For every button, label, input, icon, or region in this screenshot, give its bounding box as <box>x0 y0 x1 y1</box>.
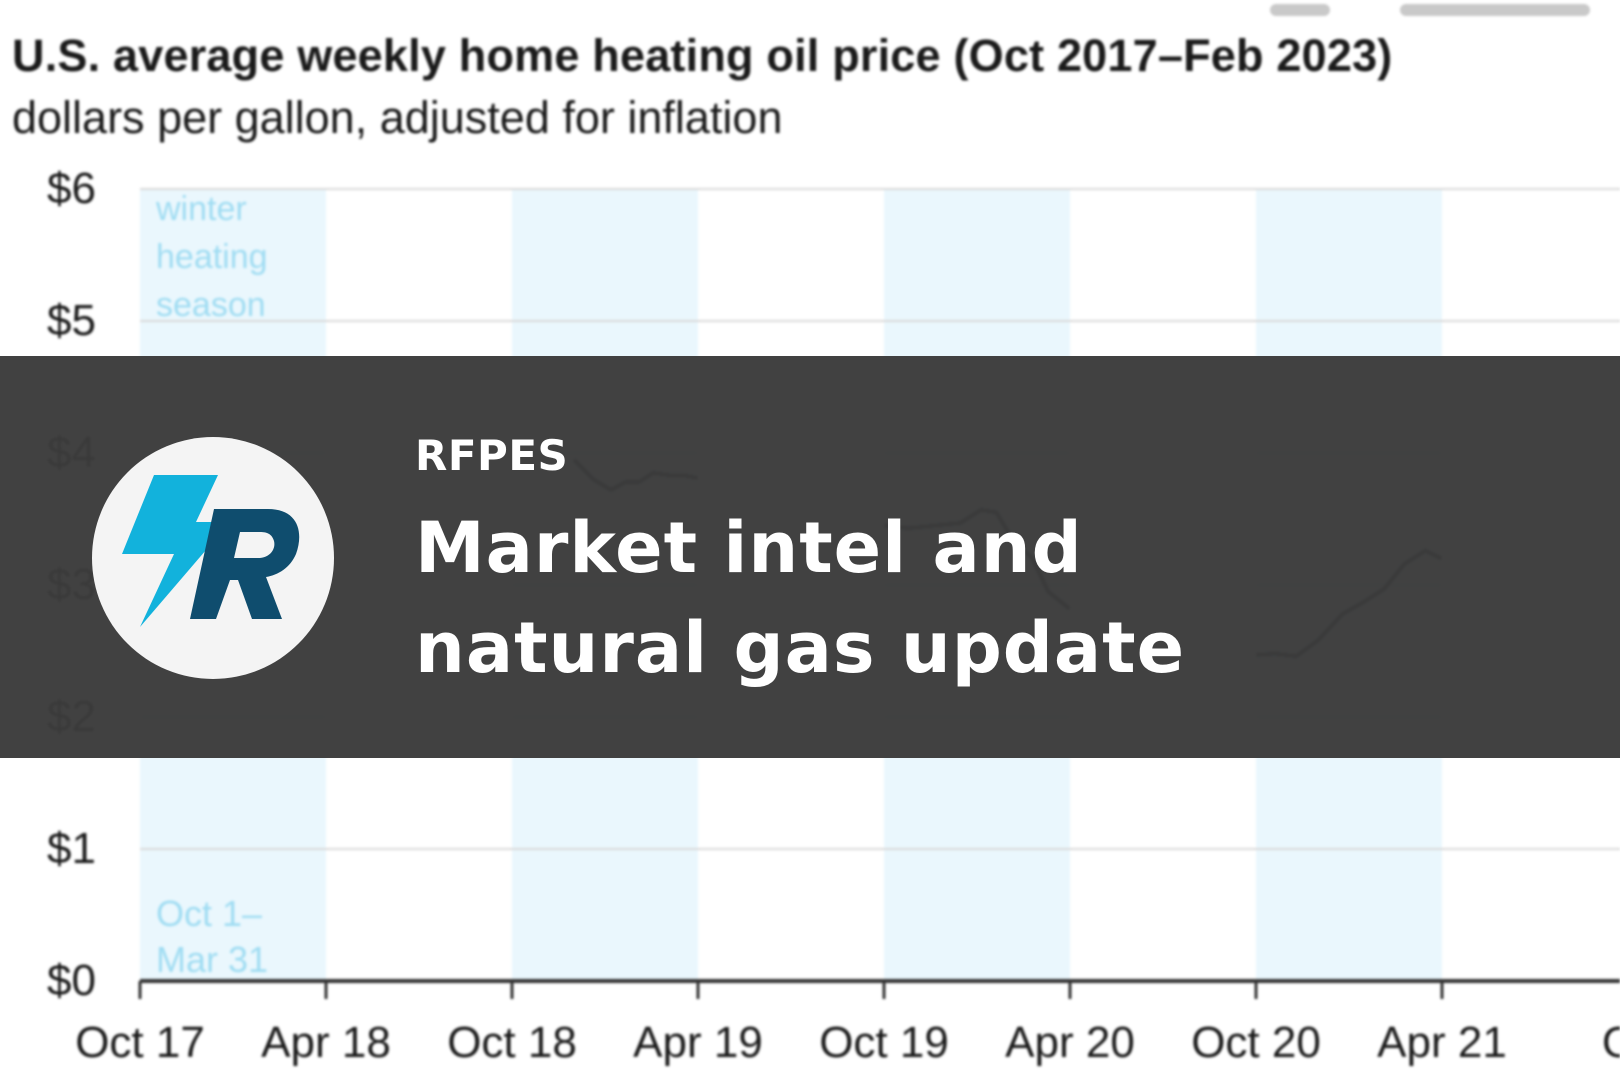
season-dates-text: Oct 1– <box>156 893 262 934</box>
rfpes-logo-icon <box>92 437 334 679</box>
season-label-text: season <box>156 286 266 324</box>
x-tick-label: Apr 21 <box>1377 1018 1507 1067</box>
headline-line-2: natural gas update <box>415 607 1186 689</box>
x-tick-label: Apr 19 <box>633 1018 763 1067</box>
x-tick-label: Apr 20 <box>1005 1018 1135 1067</box>
season-label-text: heating <box>156 238 268 276</box>
chart-title: U.S. average weekly home heating oil pri… <box>12 30 1393 81</box>
title-overlay-banner: RFPES Market intel and natural gas updat… <box>0 356 1620 758</box>
y-tick-label: $5 <box>47 296 96 345</box>
season-label-text: winter <box>155 190 247 228</box>
y-tick-label: $1 <box>47 824 96 873</box>
x-tick-label: Oct 18 <box>447 1018 577 1067</box>
x-tick-label: Oct 20 <box>1191 1018 1321 1067</box>
y-tick-label: $0 <box>47 956 96 1005</box>
brand-name: RFPES <box>415 431 569 480</box>
y-tick-label: $6 <box>47 164 96 213</box>
partial-logo-icon <box>1270 0 1610 18</box>
logo-r-letter <box>190 509 300 619</box>
x-tick-label: Apr 18 <box>261 1018 391 1067</box>
logo-bolt-shape <box>122 475 230 627</box>
x-tick-label: Oc <box>1602 1018 1620 1067</box>
x-tick-label: Oct 19 <box>819 1018 949 1067</box>
headline-line-1: Market intel and <box>415 507 1083 589</box>
headline: Market intel and natural gas update <box>415 498 1185 698</box>
chart-subtitle: dollars per gallon, adjusted for inflati… <box>12 92 783 143</box>
x-tick-label: Oct 17 <box>75 1018 205 1067</box>
season-dates-text: Mar 31 <box>156 939 268 980</box>
